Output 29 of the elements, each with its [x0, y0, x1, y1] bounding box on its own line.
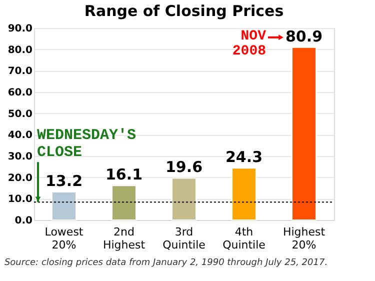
x-tick-label: Highest 20% — [282, 226, 326, 252]
y-tick-label: 90.0 — [8, 24, 33, 34]
y-tick-label: 60.0 — [8, 88, 33, 98]
y-tick-label: 30.0 — [8, 152, 33, 162]
bar — [292, 46, 316, 220]
data-label: 13.2 — [45, 172, 83, 190]
bar — [172, 178, 196, 220]
x-tick-label: 4th Quintile — [222, 226, 266, 252]
annotation: NOV 2008 — [232, 28, 267, 60]
chart-title: Range of Closing Prices — [84, 2, 284, 20]
x-tick-label: 3rd Quintile — [162, 226, 206, 252]
y-tick-label: 10.0 — [8, 194, 33, 206]
y-tick-label: 50.0 — [8, 108, 33, 120]
data-label: 24.3 — [225, 148, 263, 166]
x-tick-label: Lowest 20% — [44, 226, 84, 252]
data-label: 80.9 — [285, 27, 323, 46]
y-tick-label: 80.0 — [8, 44, 33, 56]
data-label: 16.1 — [105, 166, 143, 184]
y-tick-label: 70.0 — [8, 66, 33, 78]
y-tick-label: 20.0 — [8, 172, 33, 184]
source-note: Source: closing prices data from January 2, 1990 through July 25, 2017. — [4, 258, 328, 268]
x-tick-label: 2nd Highest — [102, 226, 146, 252]
bar — [112, 185, 136, 220]
bar — [232, 168, 256, 220]
bar — [52, 191, 76, 220]
data-label: 19.6 — [165, 158, 203, 176]
y-tick-label: 0.0 — [14, 216, 33, 226]
y-tick-label: 40.0 — [8, 130, 33, 142]
annotation: WEDNESDAY'S CLOSE — [37, 127, 136, 162]
